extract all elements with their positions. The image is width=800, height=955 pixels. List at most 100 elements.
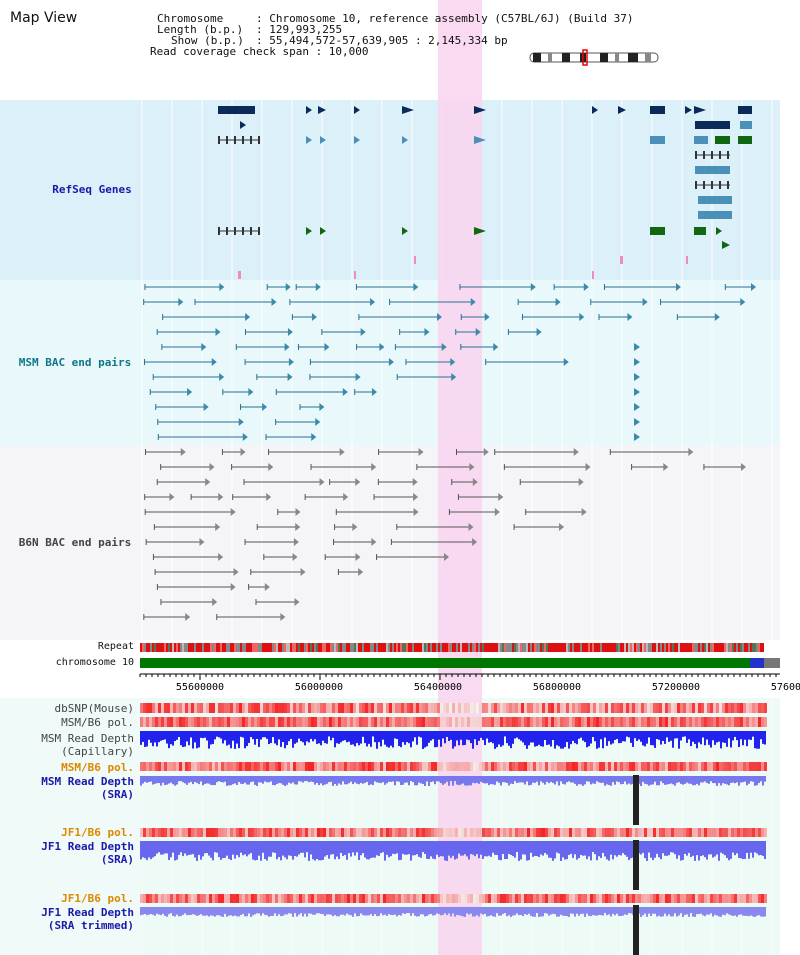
polymorphism-cell bbox=[374, 828, 377, 837]
gene-arrow[interactable] bbox=[354, 106, 360, 114]
gene-block[interactable] bbox=[218, 106, 255, 114]
gene-arrow[interactable] bbox=[320, 227, 326, 235]
gene-arrow[interactable] bbox=[318, 106, 326, 114]
gene-arrow[interactable] bbox=[685, 106, 692, 114]
chromosome-bar[interactable] bbox=[140, 658, 752, 668]
bac-end-arrow bbox=[288, 358, 294, 366]
gene-arrow[interactable] bbox=[474, 106, 486, 114]
refseq-gene-glyphs[interactable] bbox=[218, 106, 752, 279]
depth-bar bbox=[530, 776, 532, 785]
depth-bar bbox=[682, 776, 684, 785]
b6n-bac-glyphs[interactable] bbox=[143, 448, 746, 621]
repeat-strip[interactable] bbox=[140, 643, 764, 652]
depth-bar bbox=[278, 731, 280, 740]
gene-block[interactable] bbox=[715, 136, 730, 144]
track-label-jf1-trim-2: (SRA trimmed) bbox=[47, 919, 134, 932]
gene-block[interactable] bbox=[354, 271, 356, 279]
polymorphism-cell bbox=[548, 762, 551, 771]
depth-bar bbox=[188, 776, 190, 783]
gene-block[interactable] bbox=[695, 166, 730, 174]
chromosome-ideogram[interactable] bbox=[529, 49, 659, 66]
gene-arrow[interactable] bbox=[306, 136, 312, 144]
depth-bar bbox=[264, 841, 266, 860]
polymorphism-cell bbox=[224, 762, 227, 771]
gene-block[interactable] bbox=[414, 256, 416, 264]
gene-arrow[interactable] bbox=[306, 106, 312, 114]
polymorphism-cell bbox=[179, 762, 182, 771]
gene-block[interactable] bbox=[238, 271, 241, 279]
gene-arrow[interactable] bbox=[306, 227, 312, 235]
gap-marker-jf1-trim bbox=[633, 905, 639, 955]
track-label-b6n-bac[interactable]: B6N BAC end pairs bbox=[18, 536, 132, 549]
polymorphism-cell bbox=[398, 717, 401, 727]
depth-bar bbox=[286, 907, 288, 915]
repeat-element bbox=[438, 643, 440, 652]
gene-arrow[interactable] bbox=[354, 136, 360, 144]
gene-block[interactable] bbox=[650, 136, 665, 144]
gene-arrow[interactable] bbox=[402, 136, 408, 144]
gene-block[interactable] bbox=[698, 196, 732, 204]
gene-block[interactable] bbox=[740, 121, 752, 129]
bac-end-arrow bbox=[450, 358, 456, 366]
polymorphism-cell bbox=[152, 703, 155, 713]
depth-bar bbox=[384, 907, 386, 915]
depth-bar bbox=[260, 776, 262, 783]
depth-bar bbox=[344, 776, 346, 785]
depth-bar bbox=[252, 731, 254, 740]
polymorphism-cell bbox=[671, 894, 674, 903]
polymorphism-cell bbox=[725, 703, 728, 713]
polymorphism-cell bbox=[497, 717, 500, 727]
gene-arrow[interactable] bbox=[402, 106, 414, 114]
depth-bar bbox=[306, 731, 308, 742]
polymorphism-cell bbox=[665, 717, 668, 727]
gene-arrow[interactable] bbox=[240, 121, 246, 129]
polymorphism-cell bbox=[680, 762, 683, 771]
polymorphism-cell bbox=[737, 717, 740, 727]
gene-arrow[interactable] bbox=[320, 136, 326, 144]
polymorphism-cell bbox=[176, 762, 179, 771]
depth-bar bbox=[570, 776, 572, 783]
gene-block[interactable] bbox=[698, 211, 732, 219]
polymorphism-cell bbox=[194, 717, 197, 727]
polymorphism-cell bbox=[701, 703, 704, 713]
gene-arrow[interactable] bbox=[474, 136, 486, 144]
gene-arrow[interactable] bbox=[474, 227, 486, 235]
msm-bac-glyphs[interactable] bbox=[143, 283, 756, 441]
gene-block[interactable] bbox=[650, 227, 665, 235]
track-label-refseq[interactable]: RefSeq Genes bbox=[52, 183, 132, 196]
depth-bar bbox=[242, 731, 244, 738]
polymorphism-heat-tracks[interactable] bbox=[140, 703, 767, 903]
gene-arrow[interactable] bbox=[402, 227, 408, 235]
gene-block[interactable] bbox=[738, 106, 752, 114]
repeat-element bbox=[280, 643, 282, 652]
gene-block[interactable] bbox=[738, 136, 752, 144]
gene-arrow[interactable] bbox=[722, 241, 730, 249]
depth-bar bbox=[748, 776, 750, 784]
gene-exon bbox=[719, 151, 721, 159]
gene-block[interactable] bbox=[694, 136, 708, 144]
depth-bar bbox=[312, 841, 314, 860]
polymorphism-cell bbox=[302, 762, 305, 771]
depth-bar bbox=[744, 907, 746, 916]
gene-block[interactable] bbox=[686, 256, 688, 264]
depth-bar bbox=[494, 776, 496, 785]
track-label-msm-bac[interactable]: MSM BAC end pairs bbox=[18, 356, 132, 369]
gene-block[interactable] bbox=[694, 227, 706, 235]
depth-bar bbox=[652, 776, 654, 785]
depth-bar bbox=[408, 776, 410, 786]
polymorphism-cell bbox=[551, 828, 554, 837]
gene-arrow[interactable] bbox=[694, 106, 706, 114]
selection-highlight[interactable] bbox=[438, 0, 482, 955]
gene-arrow[interactable] bbox=[716, 227, 722, 235]
polymorphism-cell bbox=[296, 894, 299, 903]
gene-block[interactable] bbox=[695, 121, 730, 129]
gene-block[interactable] bbox=[592, 271, 594, 279]
depth-bar bbox=[450, 776, 452, 782]
gene-block[interactable] bbox=[650, 106, 665, 114]
gene-block[interactable] bbox=[620, 256, 623, 264]
gene-arrow[interactable] bbox=[592, 106, 598, 114]
gene-arrow[interactable] bbox=[618, 106, 626, 114]
depth-bar bbox=[140, 841, 142, 860]
depth-bar bbox=[506, 907, 508, 917]
